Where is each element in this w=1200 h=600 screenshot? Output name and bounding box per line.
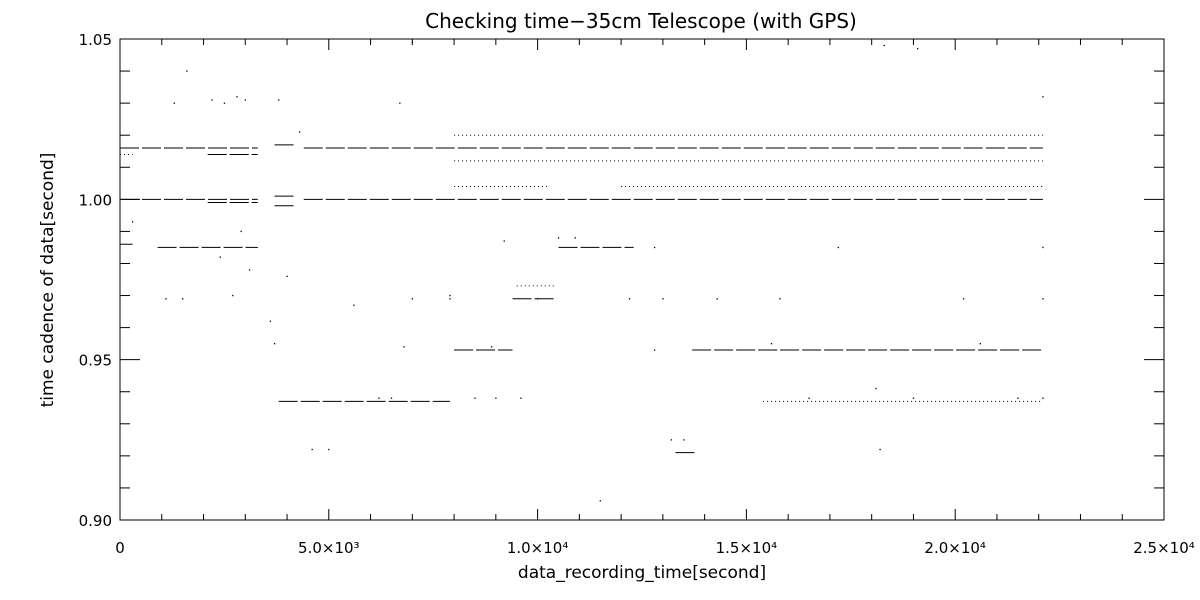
data-point [219, 256, 221, 258]
data-point [1017, 397, 1019, 399]
data-point [186, 70, 188, 72]
data-point [962, 298, 965, 300]
data-point [240, 230, 242, 233]
data-point [670, 439, 672, 441]
data-point [353, 304, 355, 306]
chart-title: Checking time−35cm Telescope (with GPS) [425, 9, 857, 33]
data-point [1042, 96, 1044, 98]
data-point [599, 500, 601, 502]
data-point [173, 102, 175, 104]
data-point [411, 298, 414, 300]
data-point [520, 397, 522, 399]
data-point [495, 397, 497, 399]
data-point [653, 349, 656, 351]
data-point [286, 275, 288, 277]
data-point [879, 448, 881, 451]
x-tick-label: 2.5×10⁴ [1133, 539, 1195, 557]
data-point [662, 298, 664, 300]
data-point [503, 240, 505, 242]
data-point [298, 131, 301, 133]
data-marks [120, 41, 1044, 502]
data-point [232, 294, 234, 297]
data-point [328, 448, 330, 451]
data-point [875, 387, 877, 390]
data-point [278, 99, 280, 101]
data-point [273, 343, 276, 345]
data-point [449, 294, 451, 297]
data-point [411, 41, 414, 43]
data-point [628, 298, 631, 300]
data-point [390, 397, 393, 399]
data-point [1042, 246, 1044, 249]
data-point [653, 246, 656, 249]
y-tick-label: 1.00 [79, 191, 112, 209]
data-point [1042, 298, 1044, 300]
x-tick-label: 2.0×10⁴ [924, 539, 986, 557]
axis-ticks [119, 38, 1165, 521]
data-point [403, 346, 405, 348]
data-point [311, 448, 313, 451]
data-point [378, 397, 380, 399]
data-point [837, 246, 839, 249]
data-point [248, 269, 251, 271]
data-point [1042, 397, 1044, 399]
axis-tick-labels: 0 5.0×10³ 1.0×10⁴ 1.5×10⁴ 2.0×10⁴ 2.5×10⁴ 0.90… [79, 31, 1195, 557]
y-tick-label: 0.90 [79, 512, 112, 530]
data-point [574, 237, 576, 239]
plot-frame [119, 38, 1165, 521]
data-point [883, 44, 885, 47]
data-point [808, 397, 810, 399]
data-point [491, 346, 493, 348]
y-axis-label: time cadence of data[second] [38, 153, 58, 408]
data-point [474, 397, 476, 399]
data-point [557, 237, 560, 239]
data-point [269, 320, 272, 322]
data-point [917, 48, 919, 50]
x-tick-label: 1.5×10⁴ [716, 539, 778, 557]
data-point [537, 298, 539, 300]
y-tick-label: 1.05 [79, 31, 112, 49]
data-point [244, 99, 246, 101]
data-point [979, 343, 981, 345]
y-tick-label: 0.95 [79, 352, 112, 370]
data-point [770, 343, 773, 345]
data-point [182, 298, 184, 300]
x-axis-label: data_recording_time[second] [518, 563, 766, 583]
data-point [449, 298, 451, 300]
data-point [236, 96, 238, 98]
data-point [131, 221, 134, 223]
data-point [399, 102, 401, 104]
data-point [211, 99, 213, 101]
x-tick-label: 0 [115, 539, 125, 557]
data-point [912, 397, 915, 399]
data-point [223, 102, 226, 104]
x-tick-label: 5.0×10³ [298, 539, 360, 557]
data-point [165, 298, 167, 300]
data-point [779, 298, 781, 300]
data-point [716, 298, 718, 300]
data-point [683, 439, 685, 441]
x-tick-label: 1.0×10⁴ [507, 539, 569, 557]
